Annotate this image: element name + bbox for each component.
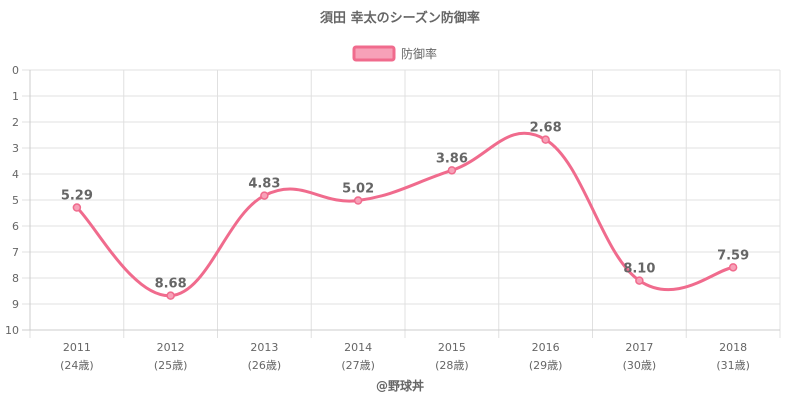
y-tick-label: 2 — [12, 116, 19, 129]
data-point[interactable] — [166, 291, 175, 300]
x-tick-label: 2011 — [63, 341, 91, 354]
x-tick-age-label: (26歳) — [248, 359, 282, 372]
data-point[interactable] — [635, 276, 644, 285]
data-labels: 5.29 8.68 4.83 5.02 3.86 2.68 8.10 7.59 — [61, 121, 749, 292]
x-tick-age-label: (29歳) — [529, 359, 563, 372]
y-tick-label: 3 — [12, 142, 19, 155]
x-tick-label: 2016 — [532, 341, 560, 354]
data-points — [72, 135, 738, 300]
legend[interactable]: 防御率 — [352, 45, 437, 62]
x-tick-label: 2014 — [344, 341, 372, 354]
y-tick-label: 9 — [12, 298, 19, 311]
y-tick-label: 8 — [12, 272, 19, 285]
y-tick-label: 5 — [12, 194, 19, 207]
series-line — [75, 131, 734, 298]
data-point[interactable] — [447, 166, 457, 175]
data-point[interactable] — [353, 196, 363, 205]
x-tick-label: 2015 — [438, 341, 466, 354]
source-credit: @野球丼 — [376, 378, 424, 393]
data-label: 8.68 — [155, 277, 187, 292]
legend-label: 防御率 — [401, 46, 437, 61]
x-tick-label: 2018 — [719, 341, 747, 354]
x-tick-label: 2017 — [625, 341, 653, 354]
data-label: 2.68 — [530, 121, 562, 136]
x-tick-age-label: (28歳) — [435, 359, 469, 372]
y-tick-label: 0 — [12, 64, 19, 77]
x-tick-age-label: (25歳) — [154, 359, 188, 372]
data-point[interactable] — [541, 135, 550, 144]
y-axis: 0 1 2 3 4 5 6 7 8 9 10 — [5, 64, 19, 337]
x-tick-age-label: (30歳) — [623, 359, 657, 372]
y-tick-label: 6 — [12, 220, 19, 233]
y-tick-label: 7 — [12, 246, 19, 259]
data-point[interactable] — [72, 203, 82, 212]
data-label: 5.02 — [342, 182, 374, 197]
chart-title: 須田 幸太のシーズン防御率 — [319, 10, 480, 26]
data-label: 7.59 — [717, 248, 749, 263]
data-label: 8.10 — [623, 262, 655, 277]
x-axis: 2011 (24歳) 2012 (25歳) 2013 (26歳) 2014 (27歳) 2015… — [60, 341, 750, 372]
x-tick-age-label: (24歳) — [60, 359, 94, 372]
x-tick-label: 2013 — [250, 341, 278, 354]
data-label: 4.83 — [248, 177, 280, 192]
data-label: 5.29 — [61, 189, 93, 204]
legend-swatch — [352, 45, 396, 62]
data-point[interactable] — [260, 191, 269, 200]
y-tick-label: 4 — [12, 168, 19, 181]
grid — [22, 69, 781, 338]
y-tick-label: 1 — [12, 90, 19, 103]
x-tick-age-label: (31歳) — [716, 359, 750, 372]
x-tick-age-label: (27歳) — [341, 359, 375, 372]
data-point[interactable] — [728, 263, 738, 272]
data-label: 3.86 — [436, 151, 468, 166]
y-tick-label: 10 — [5, 324, 19, 337]
x-tick-label: 2012 — [157, 341, 185, 354]
